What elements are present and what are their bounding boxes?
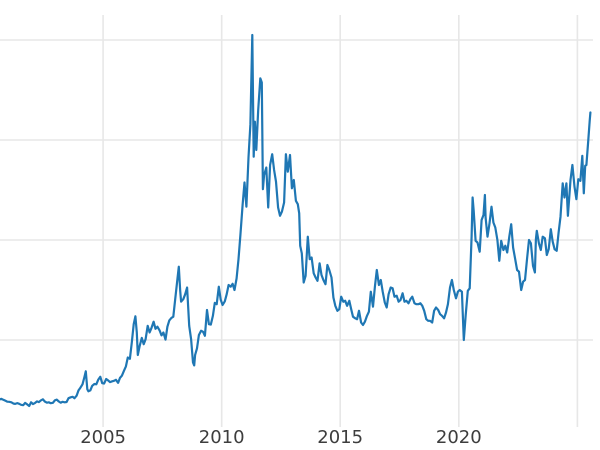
x-tick-label-2010: 2010 (199, 427, 245, 448)
series-line-price (0, 33, 592, 408)
price-line-series (0, 33, 592, 408)
x-axis-tick-labels: 2005 2010 2015 2020 (80, 427, 482, 448)
x-tick-label-2020: 2020 (436, 427, 482, 448)
x-tick-label-2005: 2005 (80, 427, 126, 448)
x-tick-label-2015: 2015 (317, 427, 363, 448)
gridlines (0, 15, 593, 427)
